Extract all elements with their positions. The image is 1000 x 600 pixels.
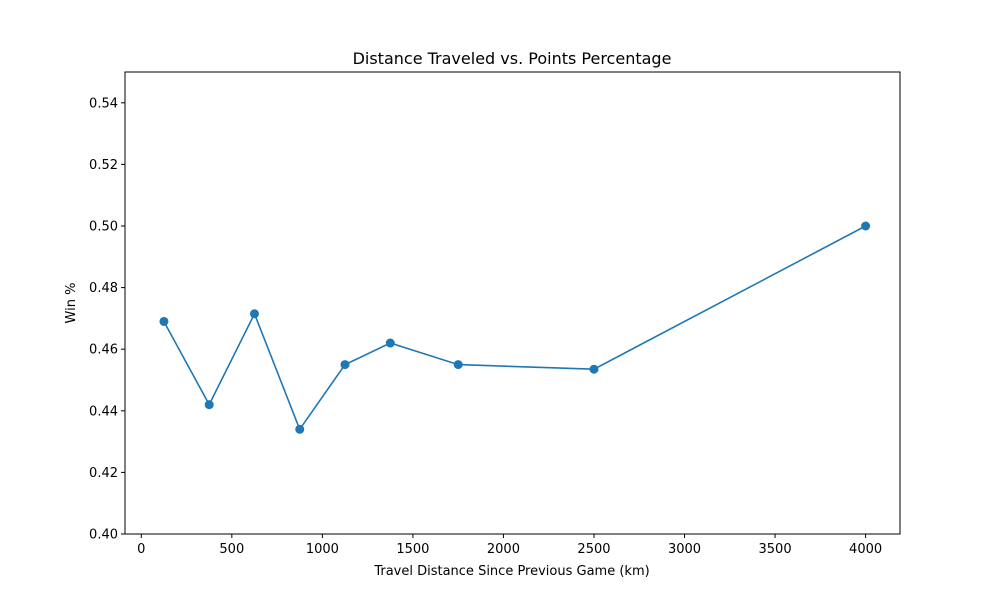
plot-frame	[124, 71, 901, 535]
y-axis-ticks: 0.40 0.42 0.44 0.46 0.48 0.50 0.52 0.54	[89, 96, 125, 543]
y-tick-label: 0.54	[89, 96, 118, 111]
data-point	[385, 338, 395, 348]
x-tick-label: 1000	[306, 542, 339, 557]
x-tick-label: 2000	[487, 542, 520, 557]
x-tick-label: 3500	[759, 542, 792, 557]
series-line	[163, 225, 866, 431]
x-tick-label: 4000	[849, 542, 882, 557]
x-axis-label: Travel Distance Since Previous Game (km)	[373, 564, 649, 579]
y-tick-label: 0.46	[89, 343, 118, 358]
y-tick-label: 0.50	[89, 220, 118, 235]
data-point	[589, 364, 599, 374]
y-tick-label: 0.40	[89, 528, 118, 543]
data-point	[861, 221, 871, 231]
y-tick-label: 0.44	[89, 404, 118, 419]
x-axis-ticks: 0 500 1000 1500 2000 2500 3000 3500 4000	[137, 534, 882, 557]
x-tick-label: 3000	[668, 542, 701, 557]
x-tick-label: 0	[137, 542, 145, 557]
data-point	[453, 360, 463, 370]
y-tick-label: 0.52	[89, 158, 118, 173]
data-point	[159, 316, 169, 326]
data-point	[295, 424, 305, 434]
data-point	[204, 400, 214, 410]
plot-area	[159, 221, 871, 434]
x-tick-label: 2500	[577, 542, 610, 557]
chart-title: Distance Traveled vs. Points Percentage	[353, 49, 672, 68]
y-axis-label: Win %	[64, 283, 79, 324]
x-tick-label: 500	[219, 542, 244, 557]
x-tick-label: 1500	[396, 542, 429, 557]
data-point	[249, 309, 259, 319]
data-point	[340, 360, 350, 370]
y-tick-label: 0.42	[89, 466, 118, 481]
y-tick-label: 0.48	[89, 281, 118, 296]
